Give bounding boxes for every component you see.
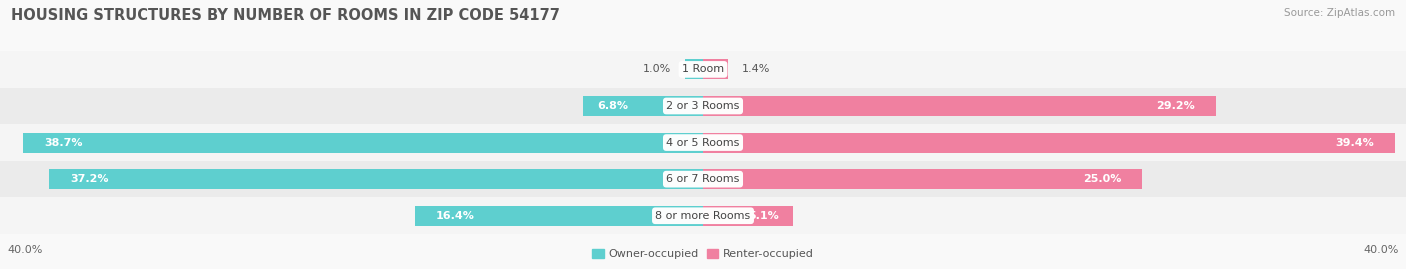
Bar [0,197,1406,234]
Legend: Owner-occupied, Renter-occupied: Owner-occupied, Renter-occupied [588,244,818,263]
Text: 40.0%: 40.0% [7,245,42,255]
Bar [0,51,1406,88]
Text: Source: ZipAtlas.com: Source: ZipAtlas.com [1284,8,1395,18]
Bar [703,133,1395,153]
Bar [583,96,703,116]
Text: 25.0%: 25.0% [1083,174,1122,184]
Text: 4 or 5 Rooms: 4 or 5 Rooms [666,137,740,148]
Text: 16.4%: 16.4% [436,211,475,221]
Bar [703,206,793,226]
Text: 1 Room: 1 Room [682,64,724,75]
Text: 6 or 7 Rooms: 6 or 7 Rooms [666,174,740,184]
Text: 2 or 3 Rooms: 2 or 3 Rooms [666,101,740,111]
Text: 38.7%: 38.7% [44,137,83,148]
Text: 5.1%: 5.1% [748,211,779,221]
Text: 1.0%: 1.0% [643,64,672,75]
Bar [703,59,728,79]
Text: 29.2%: 29.2% [1156,101,1195,111]
Bar [686,59,703,79]
Bar [703,169,1142,189]
Text: HOUSING STRUCTURES BY NUMBER OF ROOMS IN ZIP CODE 54177: HOUSING STRUCTURES BY NUMBER OF ROOMS IN… [11,8,560,23]
Text: 37.2%: 37.2% [70,174,108,184]
Text: 8 or more Rooms: 8 or more Rooms [655,211,751,221]
Text: 39.4%: 39.4% [1336,137,1374,148]
Bar [703,96,1216,116]
Text: 6.8%: 6.8% [598,101,628,111]
Bar [0,161,1406,197]
Bar [22,133,703,153]
Bar [415,206,703,226]
Bar [0,88,1406,124]
Text: 1.4%: 1.4% [742,64,770,75]
Bar [0,124,1406,161]
Bar [49,169,703,189]
Text: 40.0%: 40.0% [1364,245,1399,255]
